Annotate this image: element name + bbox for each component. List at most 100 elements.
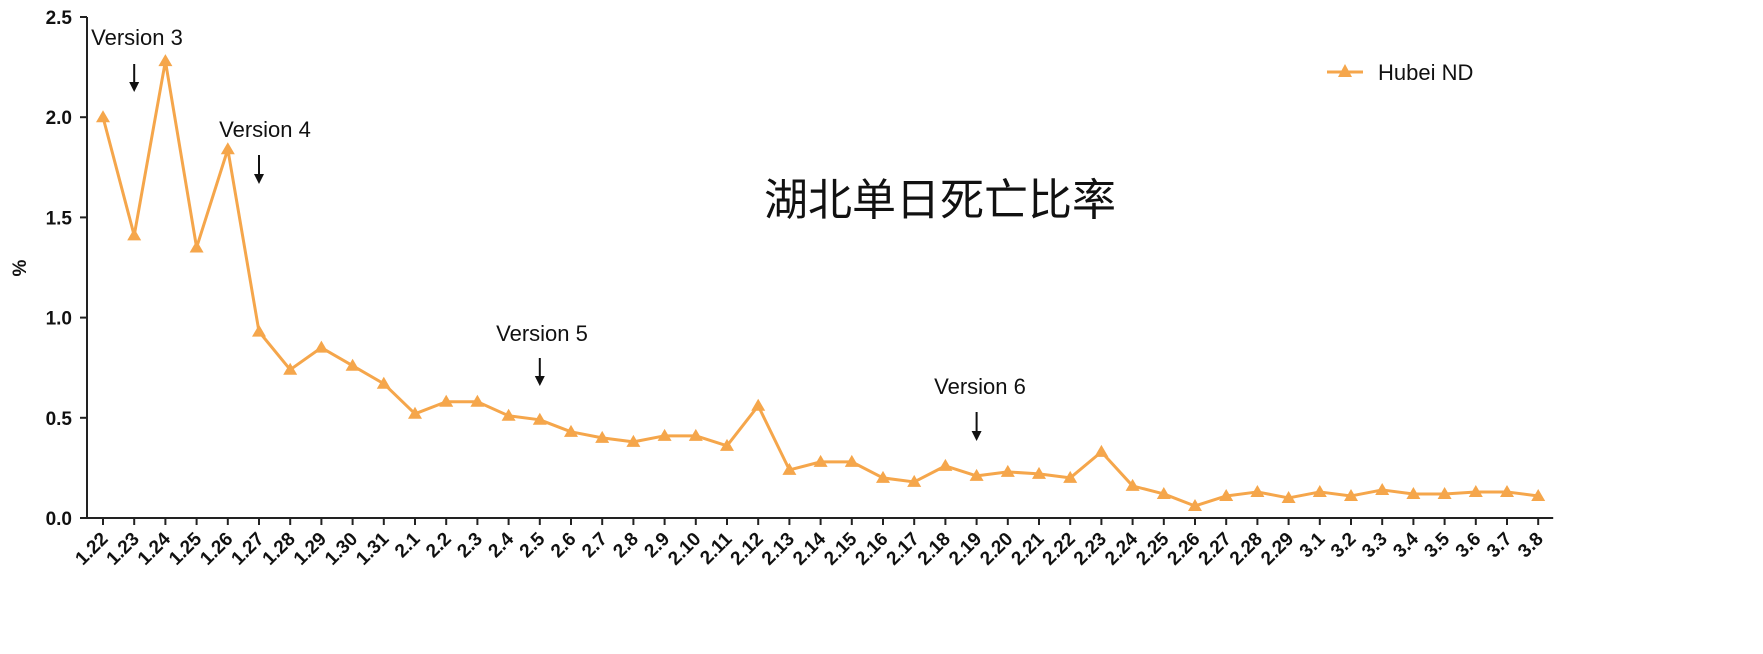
data-point-triangle (470, 394, 485, 407)
annotation-label: Version 3 (91, 25, 183, 50)
axes: 0.0 0.5 1.0 1.5 2.0 2.5 1.221.231.241.251.261… (46, 8, 1554, 570)
legend-label: Hubei ND (1378, 60, 1473, 85)
data-point-triangle (1312, 484, 1327, 497)
x-tick-label: 1.31 (352, 528, 393, 569)
x-tick-label: 2.28 (1226, 529, 1267, 570)
data-point-triangle (408, 406, 422, 419)
data-point-triangle (938, 458, 953, 471)
y-tick-label: 0.5 (46, 409, 73, 430)
data-point-triangle (813, 454, 828, 467)
data-point-triangle (532, 412, 547, 425)
legend: Hubei ND (1327, 60, 1473, 85)
series-line (101, 59, 1539, 508)
x-tick-label: 3.4 (1389, 528, 1423, 562)
x-tick-label: 3.2 (1327, 529, 1361, 563)
x-ticks: 1.221.231.241.251.261.271.281.291.301.31… (72, 518, 1548, 570)
x-tick-label: 3.6 (1452, 529, 1486, 563)
x-tick-label: 2.6 (547, 529, 581, 563)
x-tick-label: 1.24 (134, 528, 175, 569)
x-tick-label: 2.16 (852, 529, 893, 570)
x-tick-label: 2.24 (1101, 528, 1142, 569)
data-point-triangle (1188, 498, 1202, 511)
x-tick-label: 1.30 (321, 529, 362, 570)
data-point-triangle (127, 228, 142, 241)
data-point-triangle (844, 454, 859, 467)
data-point-triangle (1281, 490, 1296, 503)
data-point-triangle (376, 376, 391, 389)
data-point-triangle (345, 358, 360, 371)
data-point-triangle (969, 468, 984, 481)
data-point-triangle (314, 340, 329, 353)
x-tick-label: 2.11 (696, 528, 737, 569)
x-tick-label: 2.23 (1070, 529, 1111, 570)
data-point-triangle (1250, 484, 1265, 497)
x-tick-label: 2.25 (1132, 528, 1173, 569)
series-layer (96, 54, 1546, 511)
annotation-label: Version 4 (219, 117, 311, 142)
x-tick-label: 3.1 (1296, 528, 1330, 562)
y-tick-label: 0.0 (46, 509, 72, 530)
data-point-triangle (657, 428, 672, 441)
data-point-triangle (751, 398, 766, 411)
data-point-triangle (720, 438, 734, 451)
y-tick-label: 2.0 (46, 108, 72, 129)
x-tick-label: 2.10 (664, 529, 705, 570)
data-point-triangle (782, 462, 797, 475)
data-point-triangle (220, 142, 235, 155)
data-point-triangle (1063, 470, 1078, 483)
data-point-triangle (283, 362, 298, 375)
x-tick-label: 1.23 (103, 529, 144, 570)
down-arrow-icon (971, 431, 982, 441)
x-tick-label: 2.3 (453, 529, 487, 563)
data-point-triangle (96, 110, 110, 123)
x-tick-label: 2.20 (976, 529, 1017, 570)
data-point-triangle (1125, 478, 1140, 491)
data-point-triangle (501, 408, 516, 421)
data-point-triangle (1375, 482, 1390, 495)
annotation-label: Version 6 (934, 374, 1026, 399)
x-tick-label: 2.7 (578, 529, 612, 563)
data-point-triangle (252, 324, 266, 337)
data-point-triangle (564, 424, 578, 437)
y-tick-label: 1.0 (46, 309, 72, 330)
x-tick-label: 2.15 (820, 528, 861, 569)
x-tick-label: 2.21 (1008, 528, 1049, 569)
chart-title: 湖北单日死亡比率 (764, 175, 1116, 226)
y-tick-label: 1.5 (46, 208, 73, 229)
annotation-label: Version 5 (496, 321, 588, 346)
x-tick-label: 3.7 (1483, 529, 1517, 563)
data-point-triangle (158, 54, 173, 67)
legend-triangle-marker (1338, 64, 1352, 77)
x-tick-label: 3.8 (1514, 529, 1548, 563)
x-tick-label: 2.13 (758, 529, 799, 570)
x-tick-label: 2.2 (422, 529, 456, 563)
annotations: Version 3 Version 4 Version 5 Version 6 (91, 25, 1026, 441)
x-tick-label: 2.1 (391, 528, 425, 562)
x-tick-label: 1.26 (196, 529, 237, 570)
y-axis-label: % (10, 259, 31, 276)
data-point-triangle (189, 240, 204, 253)
data-point-triangle (1219, 488, 1234, 501)
x-tick-label: 2.26 (1164, 529, 1205, 570)
data-point-triangle (439, 394, 454, 407)
x-tick-label: 2.22 (1039, 529, 1080, 570)
y-tick-label: 2.5 (46, 8, 73, 29)
data-point-triangle (1531, 488, 1546, 501)
y-ticks: 0.0 0.5 1.0 1.5 2.0 2.5 (46, 8, 87, 530)
data-point-triangle (1094, 444, 1109, 457)
data-point-triangle (595, 430, 610, 443)
x-tick-label: 2.27 (1195, 529, 1236, 570)
down-arrow-icon (534, 376, 545, 386)
data-point-triangle (626, 434, 641, 447)
x-tick-label: 1.29 (290, 529, 331, 570)
data-point-triangle (1156, 486, 1171, 499)
data-point-triangle (688, 428, 703, 441)
x-tick-label: 3.3 (1358, 529, 1392, 563)
x-tick-label: 2.14 (789, 528, 830, 569)
data-point-triangle (1344, 488, 1358, 501)
data-point-triangle (1000, 464, 1015, 477)
x-tick-label: 2.17 (883, 529, 924, 570)
x-tick-label: 1.28 (259, 529, 300, 570)
